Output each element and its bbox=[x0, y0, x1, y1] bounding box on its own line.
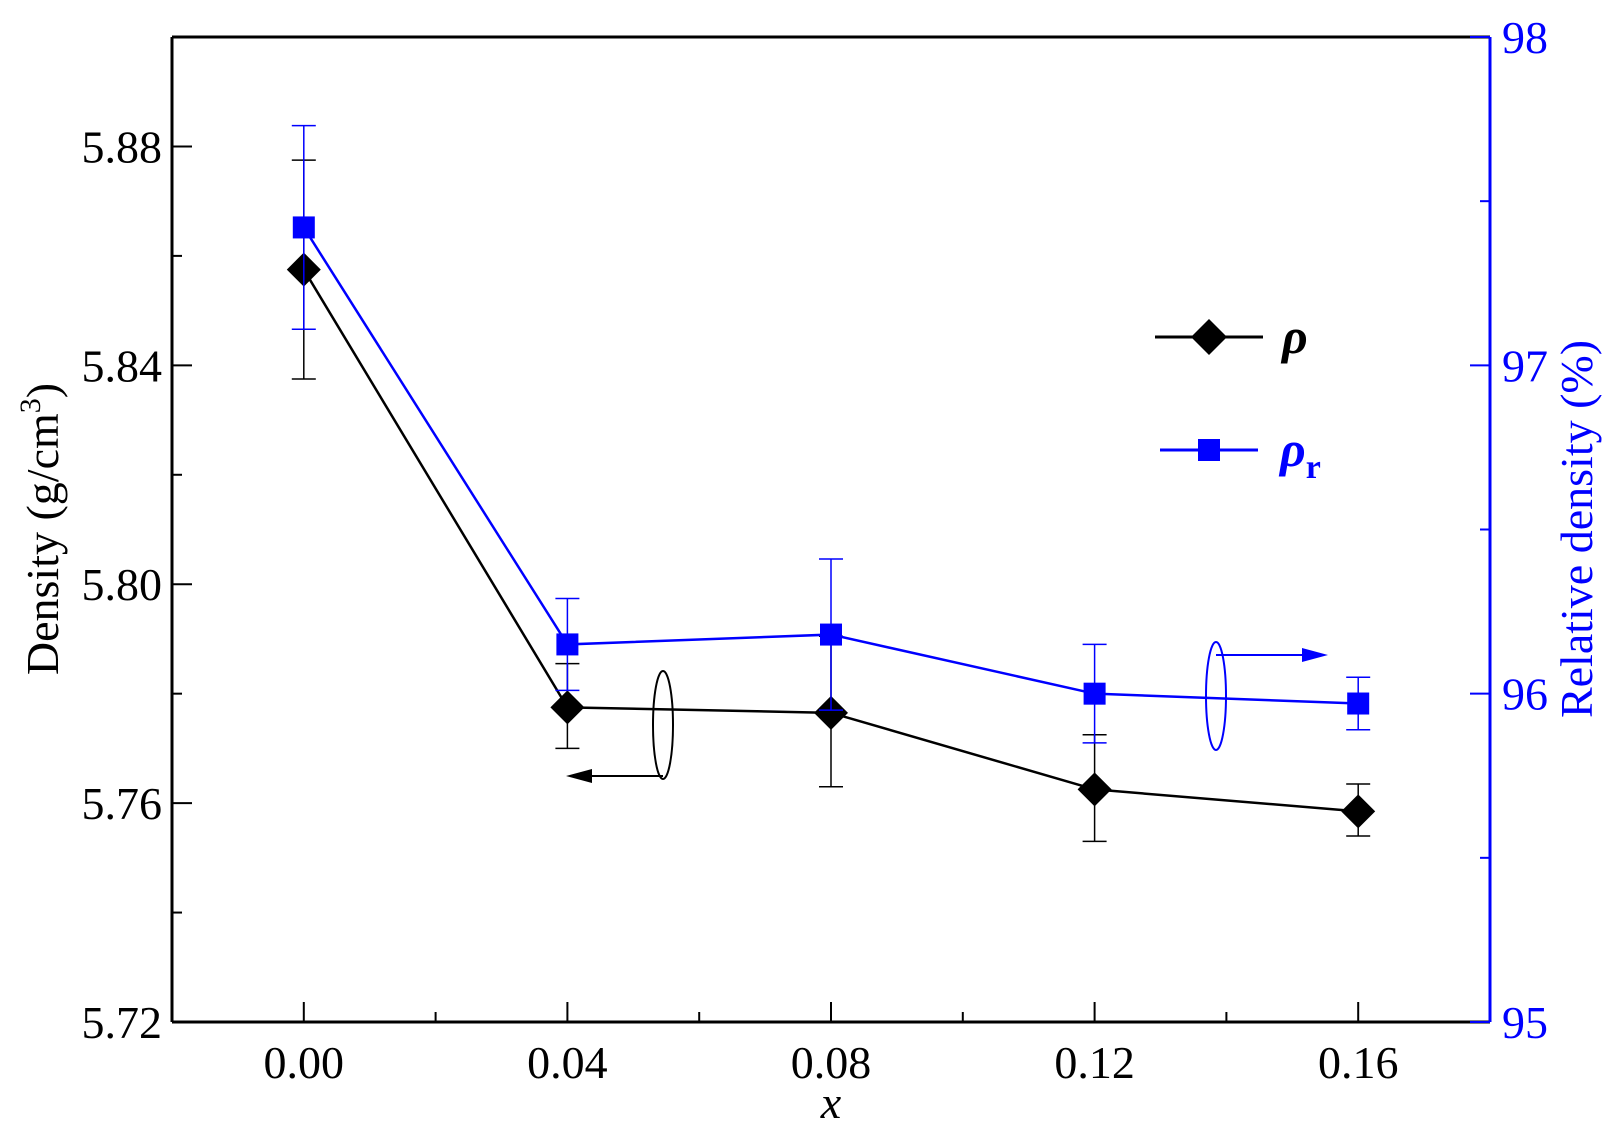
left-tick-label: 5.80 bbox=[82, 559, 163, 610]
right-tick-label: 97 bbox=[1502, 340, 1548, 391]
left-arrow-head bbox=[566, 769, 592, 783]
x-axis-ticks: 0.00 0.04 0.08 0.12 0.16 bbox=[264, 1002, 1399, 1088]
left-tick-label: 5.76 bbox=[82, 778, 163, 829]
data-point bbox=[820, 623, 842, 646]
legend-marker-relative-density bbox=[1198, 439, 1220, 461]
right-axis-title: Relative density (%) bbox=[1551, 340, 1602, 718]
data-point bbox=[814, 695, 848, 730]
data-point bbox=[556, 633, 579, 656]
x-tick-label: 0.00 bbox=[264, 1037, 345, 1088]
left-axis-title: Density (g/cm3) bbox=[14, 383, 68, 675]
right-axis-ticks: 95 96 97 98 bbox=[1470, 12, 1548, 1048]
legend-label-density: ρ bbox=[1280, 308, 1308, 364]
left-tick-label: 5.72 bbox=[82, 997, 163, 1048]
left-axis-title-main: Density (g/cm bbox=[17, 413, 68, 675]
right-arrow-head bbox=[1302, 648, 1328, 662]
x-tick-label: 0.16 bbox=[1318, 1037, 1399, 1088]
left-series-ellipse bbox=[652, 670, 674, 780]
right-tick-label: 95 bbox=[1502, 997, 1548, 1048]
data-point bbox=[1341, 794, 1376, 829]
series-density bbox=[286, 159, 1376, 843]
right-series-ellipse bbox=[1205, 641, 1227, 751]
legend-entry-density: ρ bbox=[1155, 308, 1308, 364]
left-axis-ticks: 5.72 5.76 5.80 5.84 5.88 bbox=[82, 36, 192, 1048]
legend-entry-relative-density: ρr bbox=[1160, 421, 1321, 486]
x-tick-label: 0.04 bbox=[527, 1037, 608, 1088]
legend-label-relative-density: ρr bbox=[1278, 421, 1321, 486]
x-tick-label: 0.08 bbox=[791, 1037, 872, 1088]
x-tick-label: 0.12 bbox=[1054, 1037, 1135, 1088]
legend-label-relative-density-main: ρ bbox=[1278, 421, 1306, 477]
left-axis-title-end: ) bbox=[17, 383, 68, 398]
data-point bbox=[292, 216, 315, 239]
series-relative-density bbox=[291, 124, 1371, 744]
data-point bbox=[1347, 692, 1370, 715]
legend: ρ ρr bbox=[1155, 308, 1321, 486]
plot-frame bbox=[170, 35, 1492, 1024]
x-axis-title: x bbox=[820, 1077, 842, 1128]
legend-marker-density bbox=[1191, 319, 1227, 355]
left-tick-label: 5.84 bbox=[82, 340, 163, 391]
left-axis-indicator bbox=[566, 670, 674, 783]
right-axis-indicator bbox=[1205, 641, 1328, 751]
right-tick-label: 98 bbox=[1502, 12, 1548, 63]
left-tick-label: 5.88 bbox=[82, 121, 163, 172]
right-tick-label: 96 bbox=[1502, 669, 1548, 720]
data-point bbox=[1083, 682, 1106, 705]
data-point bbox=[550, 690, 585, 725]
left-axis-title-sup: 3 bbox=[14, 398, 47, 413]
legend-label-relative-density-sub: r bbox=[1306, 449, 1321, 486]
data-point bbox=[1077, 772, 1112, 807]
series-layer bbox=[286, 124, 1376, 843]
